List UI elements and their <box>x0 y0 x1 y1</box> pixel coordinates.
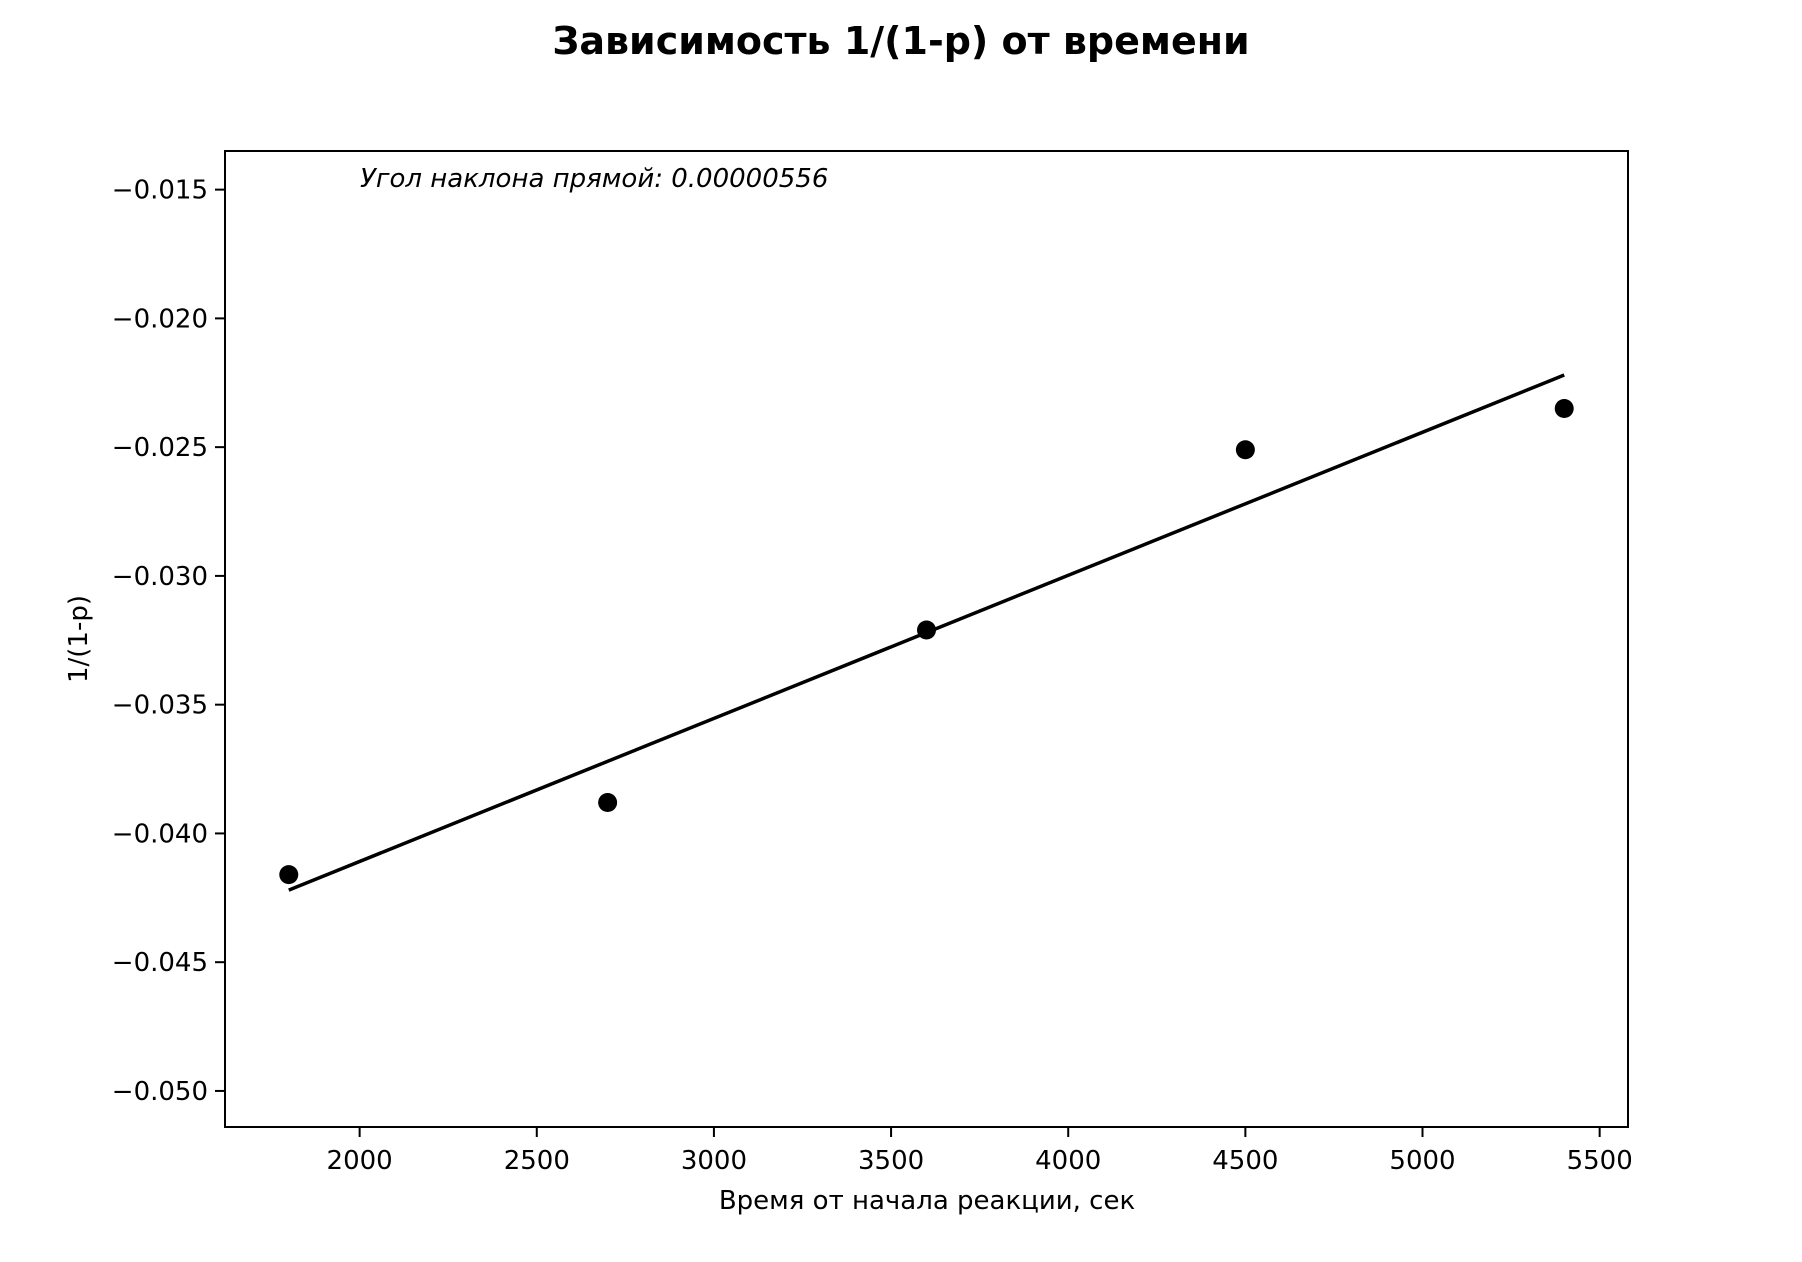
data-point <box>1554 399 1574 419</box>
x-tick-label: 4000 <box>1035 1146 1101 1176</box>
y-axis-label: 1/(1-p) <box>64 595 94 683</box>
x-axis: 2000 2500 3000 3500 4000 4500 5000 5500 <box>327 1127 1633 1176</box>
plot-frame <box>224 150 1629 1128</box>
x-tick-label: 5000 <box>1389 1146 1455 1176</box>
x-tick-label: 2000 <box>327 1146 393 1176</box>
x-tick-label: 3500 <box>858 1146 924 1176</box>
x-tick-label: 2500 <box>504 1146 570 1176</box>
data-point <box>279 865 299 885</box>
y-tick-label: −0.020 <box>112 304 208 334</box>
y-tick-label: −0.025 <box>112 433 208 463</box>
y-tick-label: −0.015 <box>112 176 208 206</box>
y-axis: −0.015 −0.020 −0.025 −0.030 −0.035 −0.040 −0.0… <box>112 176 225 1107</box>
x-tick-label: 3000 <box>681 1146 747 1176</box>
y-tick-label: −0.045 <box>112 948 208 978</box>
x-tick-label: 4500 <box>1212 1146 1278 1176</box>
y-tick-label: −0.035 <box>112 691 208 721</box>
x-axis-label: Время от начала реакции, сек <box>719 1186 1135 1216</box>
series-layer <box>279 373 1574 892</box>
x-tick-label: 5500 <box>1567 1146 1633 1176</box>
data-point <box>917 620 936 640</box>
chart-title: Зависимость 1/(1-p) от времени <box>552 19 1249 63</box>
slope-annotation: Угол наклона прямой: 0.00000556 <box>360 164 828 194</box>
y-tick-label: −0.040 <box>112 819 208 849</box>
y-tick-label: −0.050 <box>112 1077 208 1107</box>
data-point <box>1235 440 1255 460</box>
data-point <box>598 793 618 813</box>
y-tick-label: −0.030 <box>112 562 208 592</box>
